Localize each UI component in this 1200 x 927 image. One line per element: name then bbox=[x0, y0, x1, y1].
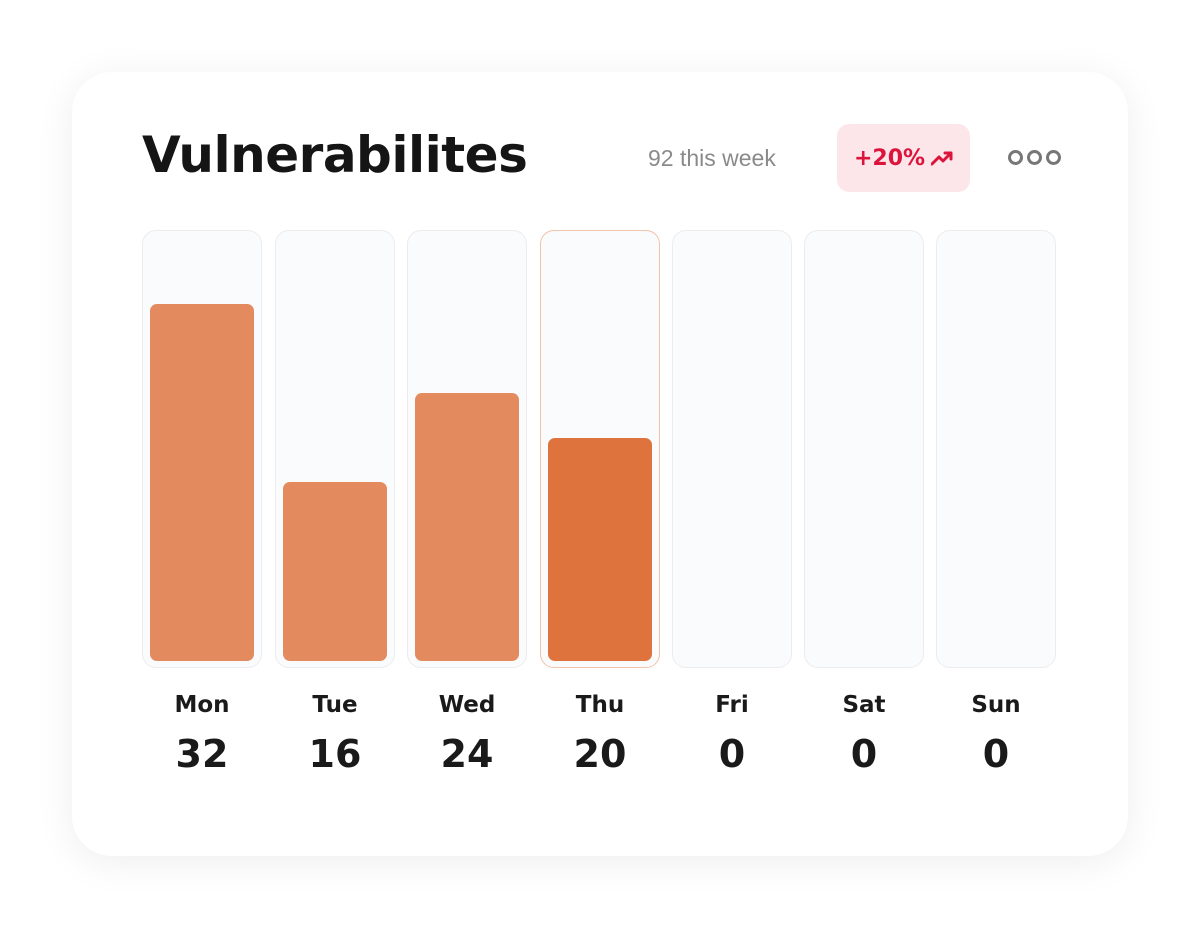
bar-track-tue[interactable] bbox=[275, 230, 395, 668]
bar-mon bbox=[150, 303, 254, 661]
bar-track-sat[interactable] bbox=[804, 230, 924, 668]
bar-track-sun[interactable] bbox=[936, 230, 1056, 668]
day-label: Mon bbox=[174, 692, 230, 718]
day-label: Sat bbox=[842, 692, 886, 718]
day-label: Thu bbox=[575, 692, 625, 718]
week-total: 92 this week bbox=[648, 145, 776, 171]
value-label: 0 bbox=[982, 732, 1010, 776]
value-label: 32 bbox=[175, 732, 229, 776]
bar-tue bbox=[283, 482, 387, 661]
dot-icon bbox=[1008, 150, 1023, 165]
day-label: Wed bbox=[438, 692, 496, 718]
value-label: 16 bbox=[308, 732, 362, 776]
day-label: Tue bbox=[312, 692, 358, 718]
bar-track-wed[interactable] bbox=[407, 230, 527, 668]
trending-up-icon bbox=[931, 151, 953, 166]
bar-wed bbox=[415, 393, 519, 661]
bar-thu bbox=[548, 437, 652, 661]
day-label: Sun bbox=[971, 692, 1021, 718]
dot-icon bbox=[1046, 150, 1061, 165]
bar-track-mon[interactable] bbox=[142, 230, 262, 668]
value-label: 20 bbox=[573, 732, 627, 776]
card-title: Vulnerabilites bbox=[142, 126, 528, 184]
value-label: 24 bbox=[440, 732, 494, 776]
more-options-button[interactable] bbox=[1008, 150, 1061, 165]
bar-track-fri[interactable] bbox=[672, 230, 792, 668]
day-label: Fri bbox=[715, 692, 749, 718]
value-label: 0 bbox=[718, 732, 746, 776]
value-label: 0 bbox=[850, 732, 878, 776]
dot-icon bbox=[1027, 150, 1042, 165]
bar-track-thu[interactable] bbox=[540, 230, 660, 668]
change-badge: +20% bbox=[837, 124, 970, 192]
change-value: +20% bbox=[853, 145, 926, 171]
